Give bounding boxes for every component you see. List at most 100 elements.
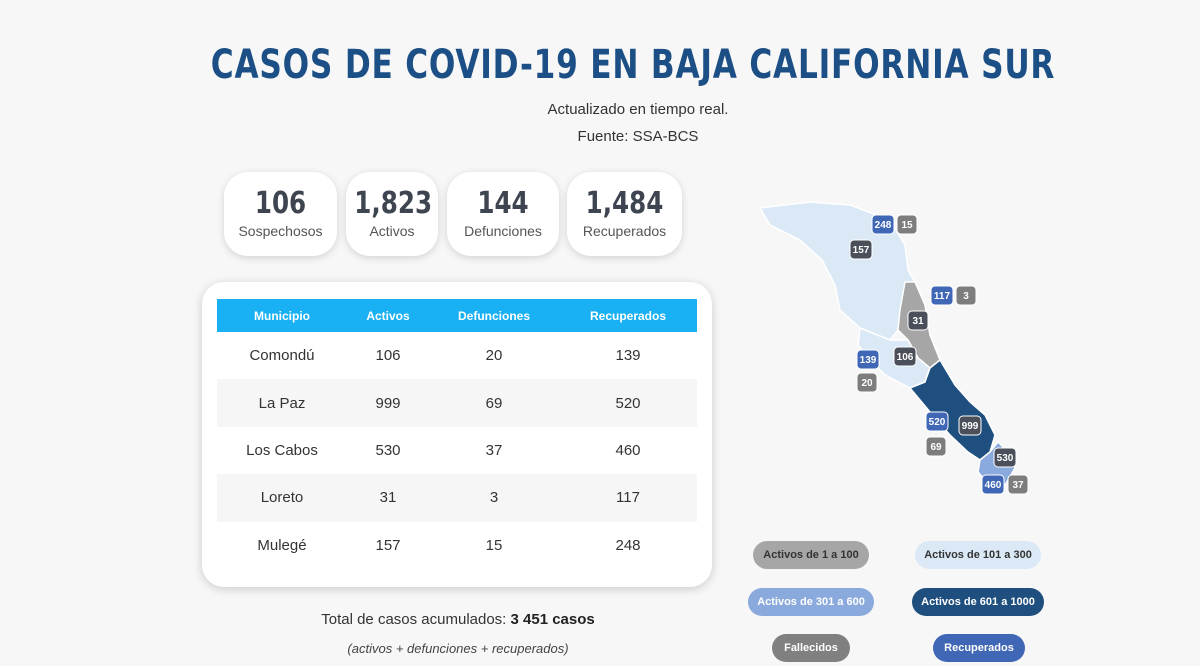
header-defunciones: Defunciones — [429, 299, 559, 332]
cell-recuperados: 520 — [559, 379, 697, 427]
badge-value: 520 — [929, 417, 946, 428]
stat-label: Recuperados — [582, 223, 667, 239]
badge-value: 530 — [997, 453, 1014, 464]
map-badge-active: 106 — [893, 346, 917, 367]
badge-value: 999 — [962, 421, 979, 432]
stat-defunciones: 144 Defunciones — [447, 172, 559, 256]
municipios-table: Municipio Activos Defunciones Recuperado… — [217, 299, 697, 569]
badge-bg — [896, 214, 918, 235]
badge-value: 37 — [1012, 480, 1024, 491]
map-badge-deaths: 15 — [896, 214, 918, 235]
legend-activos-101-300: Activos de 101 a 300 — [915, 541, 1041, 569]
stat-label: Sospechosos — [238, 223, 323, 239]
updated-text: Actualizado en tiempo real. — [547, 101, 729, 118]
cell-defunciones: 20 — [485, 347, 503, 365]
badge-value: 69 — [930, 442, 942, 453]
badge-bg — [856, 372, 878, 393]
cell-recuperados: 139 — [615, 347, 641, 365]
badge-bg — [871, 214, 895, 235]
badge-value: 460 — [985, 480, 1002, 491]
cell-defunciones: 37 — [485, 441, 503, 459]
legend-activos-301-600: Activos de 301 a 600 — [748, 588, 874, 616]
stat-label: Activos — [369, 223, 415, 239]
badge-value: 117 — [934, 291, 951, 302]
map-badge-recovered: 117 — [930, 285, 954, 306]
badge-bg — [849, 239, 873, 260]
legend-label: Recuperados — [944, 642, 1014, 654]
table-header-row: Municipio Activos Defunciones Recuperado… — [217, 299, 697, 332]
badge-bg — [893, 346, 917, 367]
map-badge-recovered: 139 — [856, 349, 880, 370]
cell-recuperados: 460 — [615, 441, 641, 459]
badge-bg — [1007, 474, 1029, 495]
map-badge-deaths: 3 — [955, 285, 977, 306]
badge-bg — [856, 349, 880, 370]
total-prefix: Total de casos acumulados: — [321, 611, 511, 628]
municipios-table-card: Municipio Activos Defunciones Recuperado… — [202, 282, 712, 587]
badge-bg — [993, 447, 1017, 468]
badge-bg — [925, 436, 947, 457]
map-badge-deaths: 20 — [856, 372, 878, 393]
stat-value: 1,823 — [354, 186, 433, 221]
cell-defunciones: 69 — [429, 379, 559, 427]
badge-value: 139 — [860, 355, 877, 366]
legend-label: Activos de 101 a 300 — [924, 549, 1032, 561]
legend-activos-1-100: Activos de 1 a 100 — [753, 541, 869, 569]
badge-bg — [930, 285, 954, 306]
badge-value: 106 — [897, 352, 914, 363]
total-note: (activos + defunciones + recuperados) — [347, 641, 569, 656]
table-row: La Paz 999 69 520 — [217, 379, 697, 427]
stat-value: 144 — [477, 186, 529, 221]
badge-bg — [907, 310, 929, 331]
stat-value: 1,484 — [585, 186, 664, 221]
badge-bg — [981, 474, 1005, 495]
cell-municipio: Comondú — [249, 347, 315, 365]
cell-activos: 157 — [375, 536, 401, 554]
map-badge-recovered: 248 — [871, 214, 895, 235]
bcs-map: 248 15 157 117 3 31 139 106 20 520 999 69 530 460 37 — [758, 201, 1029, 495]
badge-value: 248 — [875, 220, 892, 231]
cell-municipio: Los Cabos — [246, 441, 318, 459]
badge-bg — [955, 285, 977, 306]
badge-value: 3 — [963, 291, 969, 302]
table-row: Mulegé 157 15 248 — [217, 522, 697, 569]
page-title: CASOS DE COVID-19 EN BAJA CALIFORNIA SUR — [210, 42, 1056, 88]
legend-activos-601-1000: Activos de 601 a 1000 — [912, 588, 1044, 616]
badge-value: 31 — [912, 316, 924, 327]
cell-recuperados: 117 — [559, 474, 697, 522]
legend-label: Activos de 301 a 600 — [757, 596, 865, 608]
cell-defunciones: 3 — [429, 474, 559, 522]
table-row: Comondú 106 20 139 — [217, 332, 697, 379]
map-badge-active: 157 — [849, 239, 873, 260]
legend-fallecidos: Fallecidos — [772, 634, 850, 662]
header-municipio: Municipio — [217, 299, 347, 332]
cell-defunciones: 15 — [485, 536, 503, 554]
stat-activos: 1,823 Activos — [346, 172, 438, 256]
map-badge-active: 31 — [907, 310, 929, 331]
total-cases: Total de casos acumulados: 3 451 casos — [218, 611, 698, 628]
cell-recuperados: 248 — [615, 536, 641, 554]
badge-value: 15 — [901, 220, 913, 231]
table-row: Loreto 31 3 117 — [217, 474, 697, 522]
header-activos: Activos — [347, 299, 429, 332]
map-badge-deaths: 69 — [925, 436, 947, 457]
table-row: Los Cabos 530 37 460 — [217, 427, 697, 474]
cell-municipio: Mulegé — [257, 536, 307, 554]
stat-sospechosos: 106 Sospechosos — [224, 172, 337, 256]
badge-bg — [925, 411, 949, 432]
map-badge-recovered: 460 — [981, 474, 1005, 495]
badge-value: 20 — [861, 378, 873, 389]
header-recuperados: Recuperados — [559, 299, 697, 332]
cell-activos: 530 — [375, 441, 401, 459]
stat-label: Defunciones — [464, 223, 542, 239]
stat-value: 106 — [254, 186, 307, 221]
badge-bg — [958, 415, 982, 436]
cell-municipio: La Paz — [217, 379, 347, 427]
map-badge-active: 999 — [958, 415, 982, 436]
stat-recuperados: 1,484 Recuperados — [567, 172, 682, 256]
cell-municipio: Loreto — [217, 474, 347, 522]
cell-activos: 106 — [375, 347, 401, 365]
cell-activos: 31 — [347, 474, 429, 522]
map-badge-deaths: 37 — [1007, 474, 1029, 495]
map-badge-recovered: 520 — [925, 411, 949, 432]
